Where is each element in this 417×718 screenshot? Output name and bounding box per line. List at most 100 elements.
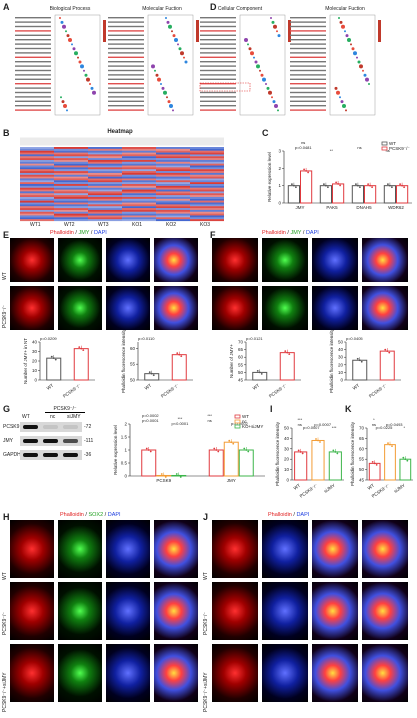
y-axis-label: Phalloidin fluorescence intensity bbox=[350, 421, 355, 486]
go-term-label bbox=[15, 83, 51, 85]
data-point bbox=[284, 350, 287, 353]
heatmap-cell bbox=[54, 198, 88, 201]
x-tick-label: WT bbox=[367, 483, 376, 491]
heatmap-cell bbox=[122, 215, 156, 218]
go-dot bbox=[183, 56, 185, 59]
heatmap-cell bbox=[190, 198, 224, 201]
data-point bbox=[367, 183, 369, 186]
go-term-label bbox=[200, 43, 236, 45]
y-axis-label: Phalloidin fluorescence intensity bbox=[121, 330, 126, 393]
heatmap-cell bbox=[156, 208, 190, 210]
heatmap-cell bbox=[54, 185, 88, 188]
annotation: ns bbox=[386, 148, 390, 153]
h-phalloidin: Phalloidin bbox=[60, 512, 84, 518]
data-point bbox=[228, 439, 231, 442]
f-jmy: JMY bbox=[290, 230, 302, 236]
micrograph-tile bbox=[212, 644, 258, 702]
data-point bbox=[389, 443, 391, 446]
y-tick-label: 50 bbox=[238, 370, 244, 375]
bar bbox=[399, 458, 412, 481]
data-point bbox=[80, 347, 83, 350]
heatmap-cell bbox=[122, 180, 156, 183]
y-tick-label: 50 bbox=[130, 378, 136, 383]
go-dot bbox=[272, 100, 276, 104]
heatmap-cell bbox=[20, 198, 54, 201]
heatmap-cell bbox=[156, 185, 190, 188]
go-plot-frame bbox=[147, 14, 194, 116]
data-point bbox=[150, 372, 153, 375]
bar bbox=[46, 357, 62, 381]
micrograph-tile bbox=[106, 644, 150, 702]
heatmap-cell bbox=[122, 213, 156, 216]
go-dot bbox=[61, 100, 65, 104]
e-dapi: DAPI bbox=[93, 230, 107, 236]
data-point bbox=[359, 186, 361, 189]
heatmap-cell bbox=[20, 172, 54, 175]
heatmap-cell bbox=[20, 174, 54, 177]
y-tick-label: 45 bbox=[238, 378, 244, 383]
heatmap-cell bbox=[156, 178, 190, 181]
go-term-label bbox=[200, 21, 236, 23]
heatmap-cell bbox=[156, 217, 190, 220]
heatmap-cell bbox=[88, 187, 122, 190]
go-dot bbox=[63, 104, 67, 108]
go-dot bbox=[338, 17, 340, 19]
data-point bbox=[356, 357, 359, 360]
heatmap-cell bbox=[122, 148, 156, 151]
go-term-label bbox=[290, 30, 326, 32]
data-point bbox=[315, 438, 317, 440]
data-point bbox=[335, 181, 337, 184]
micrograph-tile bbox=[154, 520, 198, 578]
heatmap-cell bbox=[88, 158, 122, 161]
y-tick-label: 0 bbox=[124, 474, 127, 479]
go-term-label bbox=[200, 83, 236, 85]
go-term-label bbox=[290, 52, 326, 54]
go-dot bbox=[80, 64, 84, 69]
heatmap-cell bbox=[54, 172, 88, 175]
go-dot bbox=[174, 38, 178, 42]
heatmap-cell bbox=[156, 211, 190, 214]
heatmap-cell bbox=[88, 180, 122, 183]
data-point bbox=[369, 184, 371, 187]
chart-g: 0 0.5 1 1.5 2 Relative expression level PCSK9 J… bbox=[113, 413, 265, 483]
f-dapi: DAPI bbox=[305, 230, 319, 236]
heatmap-cell bbox=[122, 209, 156, 212]
data-point bbox=[152, 374, 155, 377]
go-term-label bbox=[15, 21, 51, 23]
wb-band-name: PCSK9 bbox=[3, 424, 20, 430]
go-dot bbox=[65, 30, 67, 33]
go-colorbar bbox=[288, 20, 291, 42]
go-dot bbox=[72, 47, 76, 51]
go-dot bbox=[271, 96, 273, 99]
data-point bbox=[245, 449, 248, 451]
go-plot-frame bbox=[239, 14, 286, 116]
micrograph-tile bbox=[154, 644, 198, 702]
panel-label-k: K bbox=[345, 404, 352, 414]
f-sep2: / bbox=[302, 230, 305, 236]
y-tick-label: 40 bbox=[338, 347, 344, 352]
heatmap-cell bbox=[122, 159, 156, 162]
heatmap-cell bbox=[54, 171, 88, 173]
heatmap-cell bbox=[190, 211, 224, 214]
data-point bbox=[232, 442, 235, 445]
go-bp-title: Biological Process bbox=[49, 6, 91, 12]
y-tick-label: 55 bbox=[238, 362, 244, 367]
heatmap-cell bbox=[88, 191, 122, 194]
y-axis-label: Number of JMY+ in NT bbox=[23, 338, 28, 384]
heatmap-cell bbox=[20, 187, 54, 190]
y-tick-label: 30 bbox=[338, 355, 344, 360]
data-point bbox=[260, 373, 263, 375]
heatmap-cell bbox=[122, 211, 156, 214]
micrograph-tile bbox=[312, 286, 358, 330]
y-tick-label: 10 bbox=[284, 467, 290, 472]
go-term-label bbox=[290, 91, 326, 94]
heatmap-cell bbox=[156, 148, 190, 151]
heatmap-cell bbox=[88, 165, 122, 168]
heatmap-cell bbox=[54, 193, 88, 196]
go-dot bbox=[253, 56, 255, 59]
go-dot bbox=[277, 109, 279, 112]
go-term-label bbox=[290, 56, 326, 58]
heatmap-cell bbox=[122, 163, 156, 166]
heatmap-cell bbox=[88, 215, 122, 218]
go-term-label bbox=[108, 25, 144, 28]
